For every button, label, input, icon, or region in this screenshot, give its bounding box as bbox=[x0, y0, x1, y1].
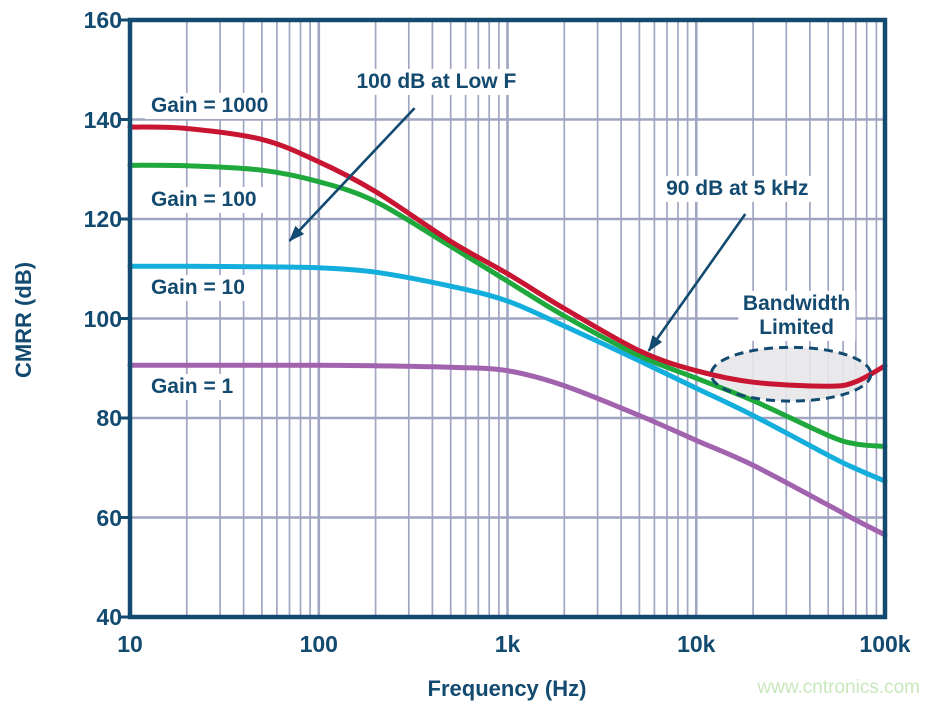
annotation-arrow-5khz bbox=[647, 213, 747, 352]
bandwidth-limited-region-outline bbox=[709, 345, 873, 403]
curve-gain100 bbox=[127, 162, 888, 449]
curve-gain10 bbox=[127, 263, 888, 484]
annotation-arrow-low-f bbox=[288, 107, 416, 242]
curve-gain1000 bbox=[127, 124, 888, 389]
curve-gain1 bbox=[127, 362, 888, 538]
grid-lines bbox=[130, 20, 885, 617]
